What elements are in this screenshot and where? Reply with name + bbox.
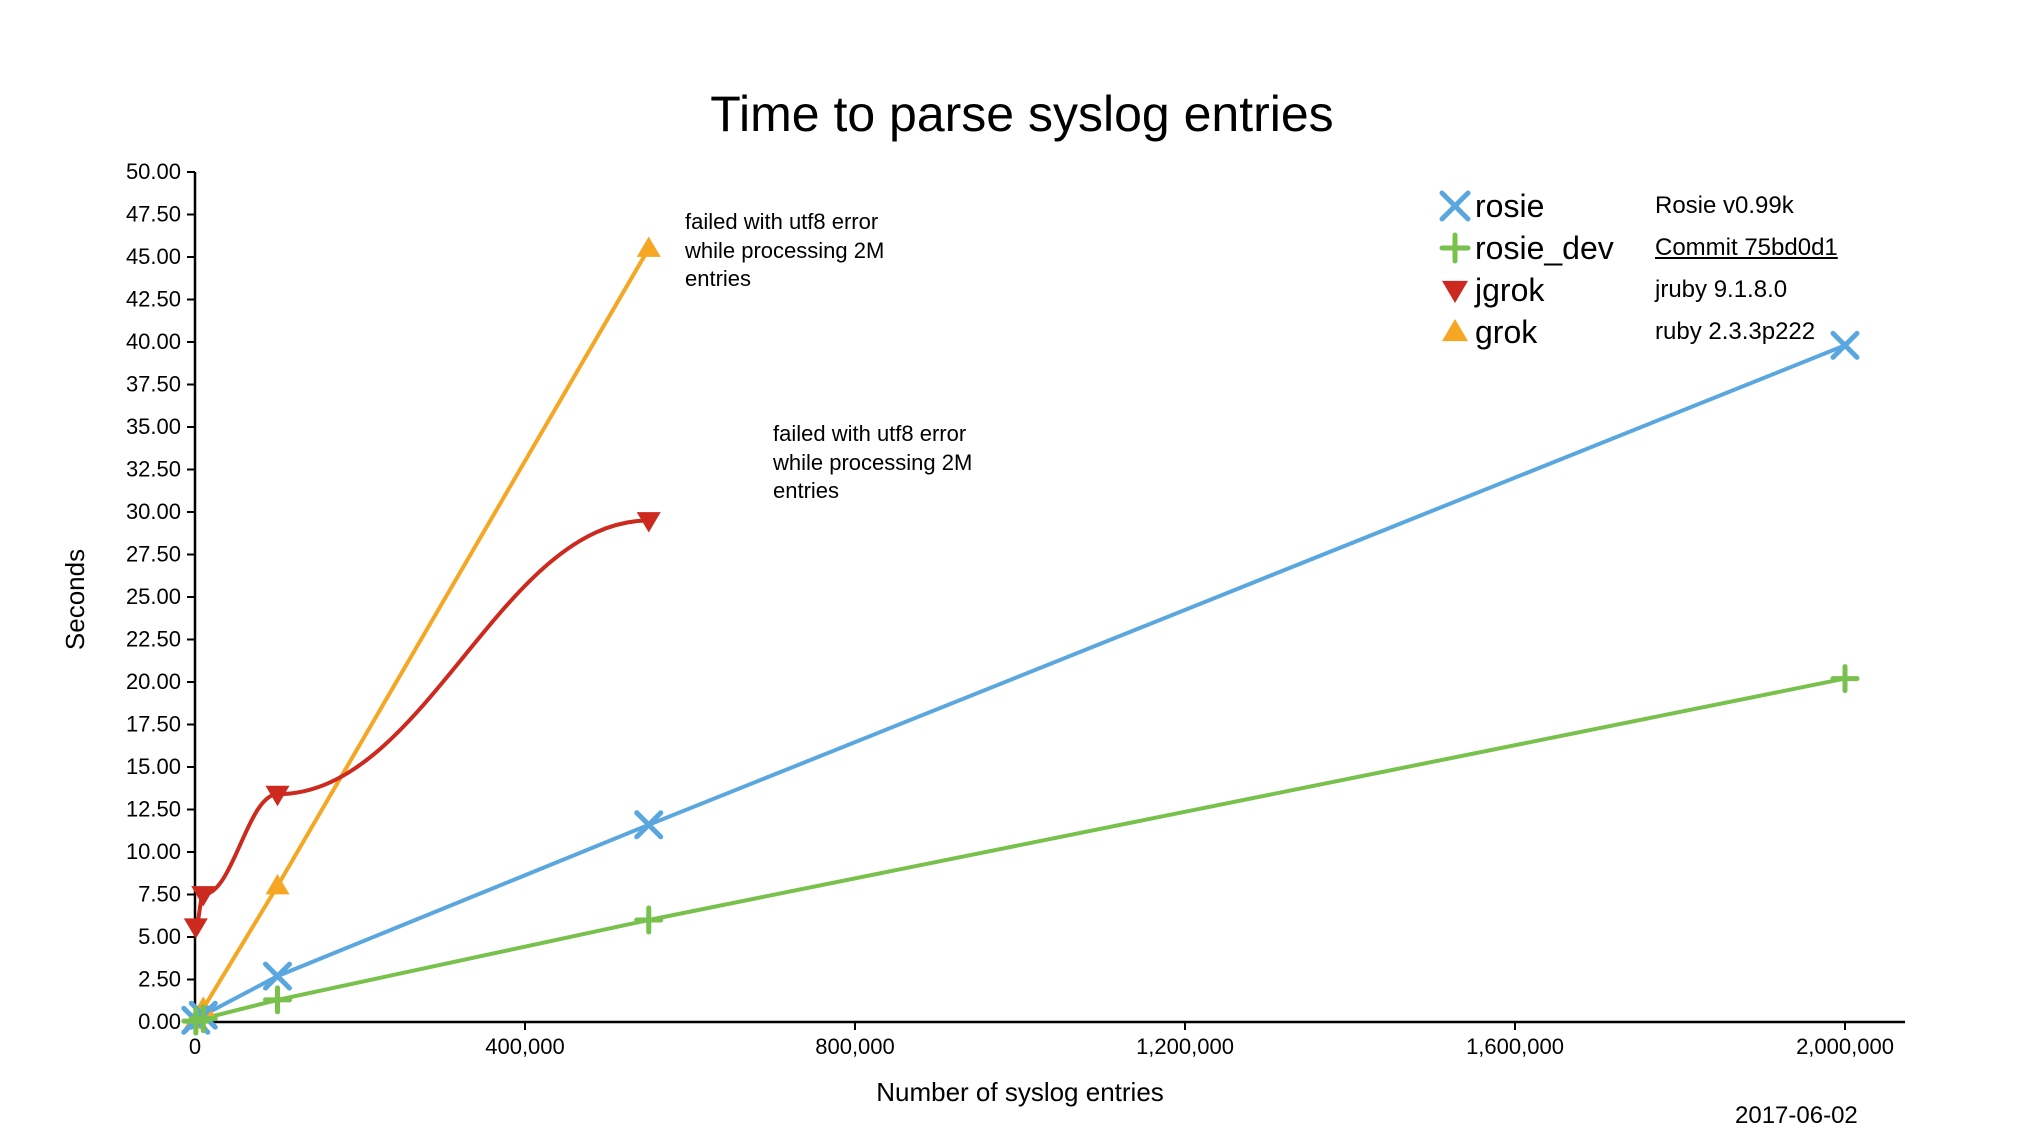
y-tick-label: 5.00 bbox=[138, 924, 181, 949]
series-marker-rosie_dev bbox=[1833, 667, 1857, 691]
series-line-rosie_dev bbox=[196, 679, 1845, 1022]
y-tick-label: 30.00 bbox=[126, 499, 181, 524]
legend-note: jruby 9.1.8.0 bbox=[1655, 276, 1787, 304]
y-tick-label: 42.50 bbox=[126, 287, 181, 312]
y-tick-label: 17.50 bbox=[126, 712, 181, 737]
jgrok-marker-icon bbox=[1435, 270, 1475, 310]
legend-item-rosie_dev: rosie_devCommit 75bd0d1 bbox=[1435, 227, 1838, 269]
series-marker-rosie_dev bbox=[266, 988, 290, 1012]
legend-item-rosie: rosieRosie v0.99k bbox=[1435, 185, 1838, 227]
y-tick-label: 32.50 bbox=[126, 457, 181, 482]
chart-svg: 0.00 2.50 5.00 7.50 10.00 12.50 15.00 17.50 20.0… bbox=[0, 0, 2044, 1136]
x-tick-label: 1,200,000 bbox=[1136, 1034, 1234, 1059]
annotation-line: entries bbox=[685, 265, 884, 294]
annotation-line: entries bbox=[773, 477, 972, 506]
legend-label: jgrok bbox=[1475, 272, 1655, 309]
y-tick-label: 22.50 bbox=[126, 627, 181, 652]
annotation-1: failed with utf8 errorwhile processing 2… bbox=[773, 420, 972, 506]
date-label: 2017-06-02 bbox=[1735, 1102, 1858, 1130]
y-tick-label: 15.00 bbox=[126, 754, 181, 779]
series-line-grok bbox=[196, 249, 649, 1021]
series-marker-rosie bbox=[266, 964, 290, 988]
legend: rosieRosie v0.99krosie_devCommit 75bd0d1… bbox=[1435, 185, 1838, 353]
x-tick-label: 800,000 bbox=[815, 1034, 895, 1059]
rosie_dev-marker-icon bbox=[1435, 228, 1475, 268]
legend-note: Rosie v0.99k bbox=[1655, 192, 1794, 220]
annotation-line: while processing 2M bbox=[773, 449, 972, 478]
grok-marker-icon bbox=[1435, 312, 1475, 352]
rosie-marker-icon bbox=[1435, 186, 1475, 226]
annotation-line: failed with utf8 error bbox=[685, 208, 884, 237]
x-tick-label: 1,600,000 bbox=[1466, 1034, 1564, 1059]
legend-label: grok bbox=[1475, 314, 1655, 351]
x-axis-label: Number of syslog entries bbox=[195, 1077, 1845, 1108]
legend-item-jgrok: jgrokjruby 9.1.8.0 bbox=[1435, 269, 1838, 311]
y-tick-label: 50.00 bbox=[126, 159, 181, 184]
x-tick-label: 400,000 bbox=[485, 1034, 565, 1059]
y-tick-label: 20.00 bbox=[126, 669, 181, 694]
legend-note: Commit 75bd0d1 bbox=[1655, 234, 1838, 262]
y-tick-label: 2.50 bbox=[138, 967, 181, 992]
annotation-line: failed with utf8 error bbox=[773, 420, 972, 449]
x-tick-label: 0 bbox=[189, 1034, 201, 1059]
y-tick-label: 27.50 bbox=[126, 542, 181, 567]
y-axis-label: Seconds bbox=[60, 549, 91, 650]
y-tick-label: 7.50 bbox=[138, 882, 181, 907]
annotation-line: while processing 2M bbox=[685, 237, 884, 266]
x-tick-label: 2,000,000 bbox=[1796, 1034, 1894, 1059]
annotation-0: failed with utf8 errorwhile processing 2… bbox=[685, 208, 884, 294]
y-tick-label: 37.50 bbox=[126, 372, 181, 397]
legend-note: ruby 2.3.3p222 bbox=[1655, 318, 1815, 346]
y-tick-label: 10.00 bbox=[126, 839, 181, 864]
y-tick-label: 40.00 bbox=[126, 329, 181, 354]
series-marker-rosie bbox=[637, 813, 661, 837]
series-marker-rosie_dev bbox=[637, 908, 661, 932]
series-marker-jgrok bbox=[184, 918, 208, 938]
legend-label: rosie bbox=[1475, 188, 1655, 225]
y-tick-label: 25.00 bbox=[126, 584, 181, 609]
legend-item-grok: grokruby 2.3.3p222 bbox=[1435, 311, 1838, 353]
y-tick-label: 0.00 bbox=[138, 1009, 181, 1034]
series-line-jgrok bbox=[196, 521, 649, 927]
legend-label: rosie_dev bbox=[1475, 230, 1655, 267]
y-tick-label: 47.50 bbox=[126, 202, 181, 227]
series-marker-grok bbox=[637, 237, 661, 257]
series-marker-grok bbox=[266, 874, 290, 894]
y-tick-label: 45.00 bbox=[126, 244, 181, 269]
y-tick-label: 12.50 bbox=[126, 797, 181, 822]
y-tick-label: 35.00 bbox=[126, 414, 181, 439]
